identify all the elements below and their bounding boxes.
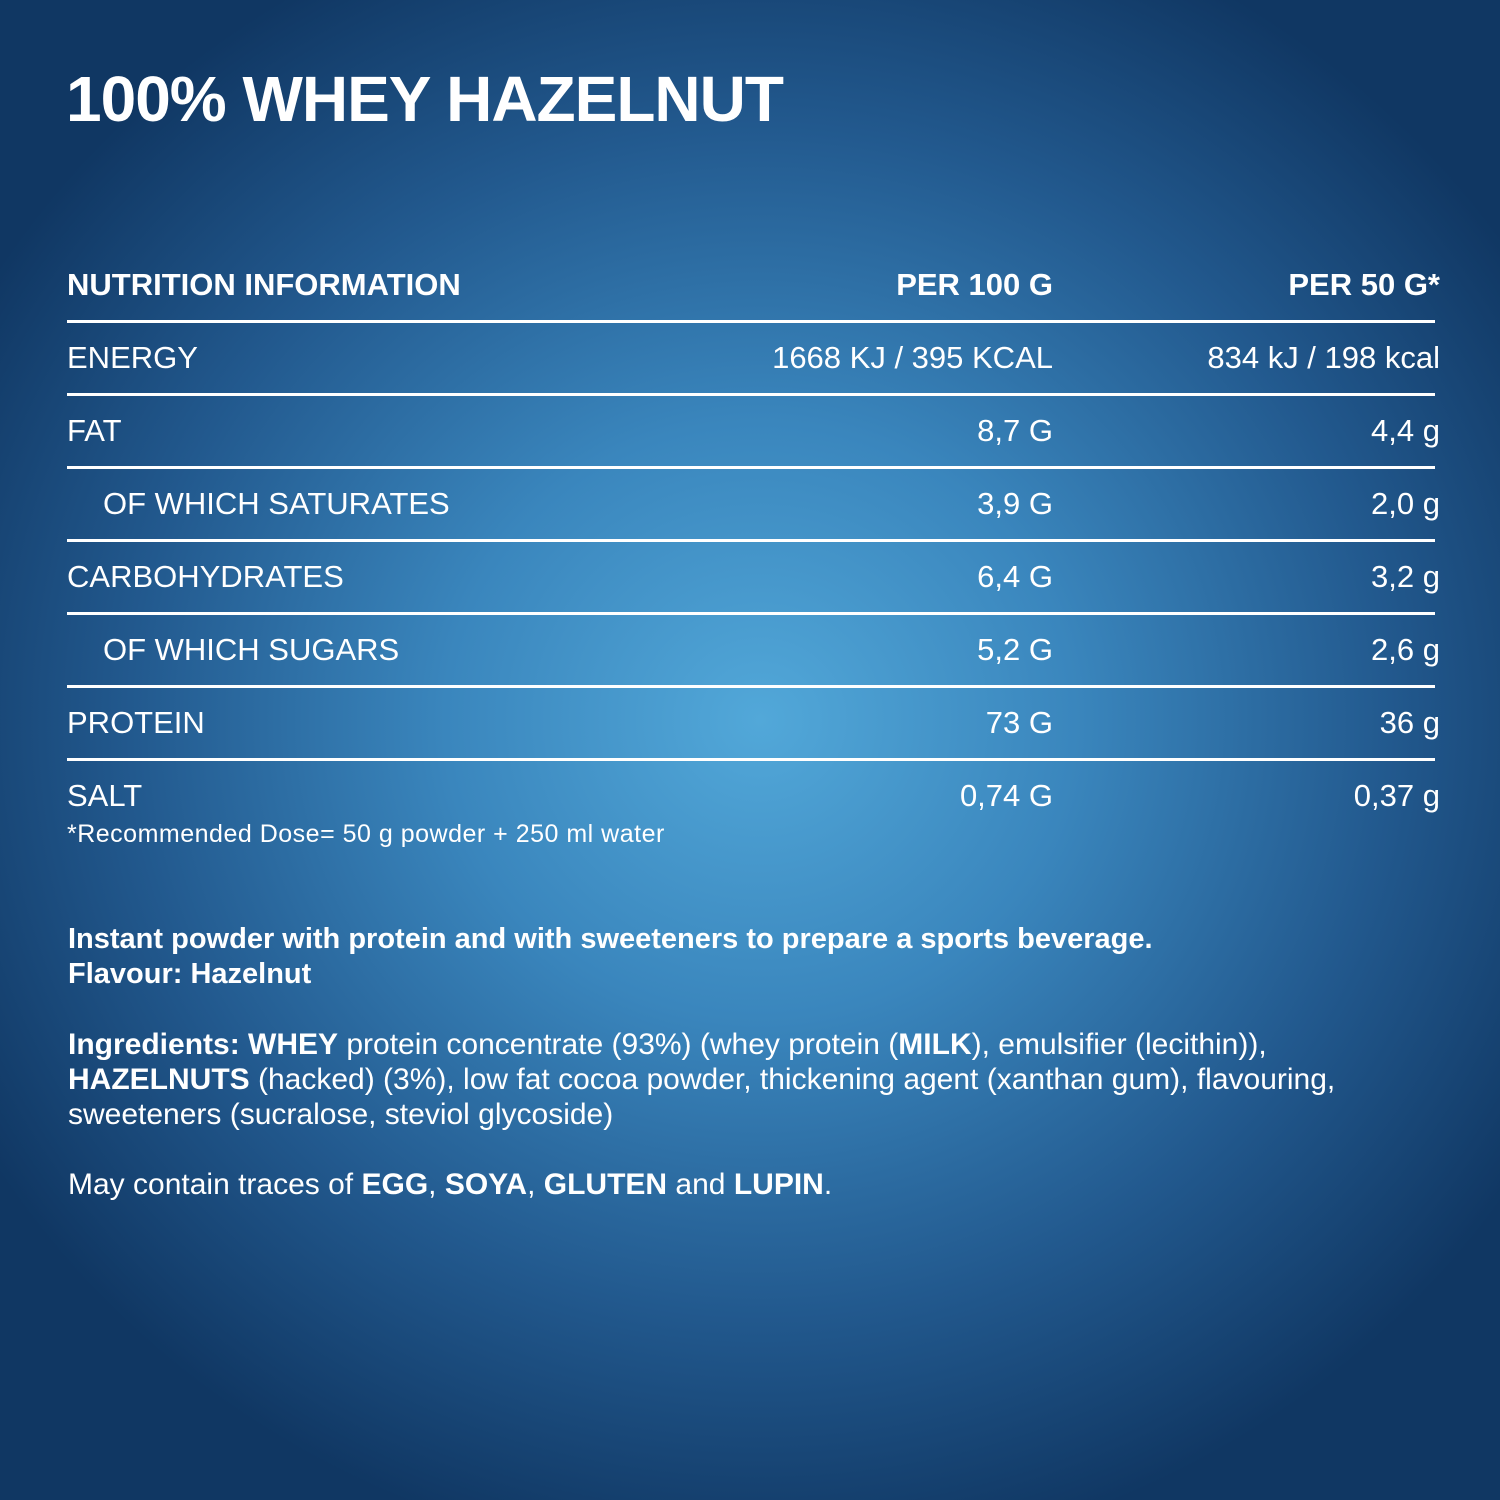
product-description: Instant powder with protein and with swe… [68, 922, 1448, 992]
nutrition-table: NUTRITION INFORMATION PER 100 G PER 50 G… [67, 250, 1440, 831]
product-title: 100% WHEY HAZELNUT [66, 63, 784, 135]
text-segment: , [428, 1168, 445, 1201]
nutrient-label: OF WHICH SATURATES [103, 486, 450, 521]
text-segment: . [823, 1168, 833, 1201]
value-per-100g: 6,4 G [977, 559, 1053, 594]
flavour-line: Flavour: Hazelnut [68, 958, 312, 990]
table-row: ENERGY 1668 KJ / 395 KCAL 834 kJ / 198 kca… [67, 323, 1440, 393]
row-divider [67, 758, 1435, 761]
value-per-50g: 0,37 g [1353, 778, 1440, 813]
text-segment: May contain traces of [68, 1168, 362, 1201]
value-per-50g: 4,4 g [1371, 413, 1440, 448]
bold-text-segment: LUPIN [733, 1168, 824, 1201]
allergen-traces-text: May contain traces of EGG, SOYA, GLUTEN … [68, 1167, 832, 1202]
header-per-100g: PER 100 G [896, 267, 1053, 302]
row-divider [67, 466, 1435, 469]
description-line: Instant powder with protein and with swe… [68, 923, 1153, 955]
bold-text-segment: MILK [898, 1028, 972, 1061]
ingredients-text: Ingredients: WHEY protein concentrate (9… [68, 1027, 1448, 1132]
bold-text-segment: Ingredients: WHEY [68, 1028, 339, 1061]
table-row: PROTEIN 73 G 36 g [67, 688, 1440, 758]
nutrient-label: PROTEIN [67, 705, 205, 740]
footnote: *Recommended Dose= 50 g powder + 250 ml … [67, 820, 665, 848]
bold-text-segment: SOYA [444, 1168, 528, 1201]
nutrient-label: ENERGY [67, 340, 198, 375]
value-per-100g: 3,9 G [977, 486, 1053, 521]
value-per-50g: 834 kJ / 198 kcal [1207, 340, 1440, 375]
value-per-50g: 2,0 g [1371, 486, 1440, 521]
value-per-100g: 8,7 G [977, 413, 1053, 448]
row-divider [67, 539, 1435, 542]
header-nutrition-information: NUTRITION INFORMATION [67, 267, 461, 302]
nutrient-label: OF WHICH SUGARS [103, 632, 400, 667]
nutrient-label: FAT [67, 413, 122, 448]
row-divider [67, 320, 1435, 323]
table-row: OF WHICH SUGARS 5,2 G 2,6 g [67, 615, 1440, 685]
table-row: CARBOHYDRATES 6,4 G 3,2 g [67, 542, 1440, 612]
bold-text-segment: EGG [361, 1168, 429, 1201]
text-segment: protein concentrate (93%) (whey protein … [338, 1028, 899, 1061]
header-per-50g: PER 50 G* [1288, 267, 1440, 302]
text-segment: ), emulsifier (lecithin)), [971, 1028, 1267, 1061]
nutrient-label: SALT [67, 778, 143, 813]
nutrient-label: CARBOHYDRATES [67, 559, 344, 594]
bold-text-segment: HAZELNUTS [68, 1063, 250, 1096]
value-per-100g: 5,2 G [977, 632, 1053, 667]
table-row: OF WHICH SATURATES 3,9 G 2,0 g [67, 469, 1440, 539]
value-per-100g: 1668 KJ / 395 KCAL [772, 340, 1053, 375]
table-row: FAT 8,7 G 4,4 g [67, 396, 1440, 466]
row-divider [67, 393, 1435, 396]
bold-text-segment: GLUTEN [543, 1168, 668, 1201]
value-per-50g: 2,6 g [1371, 632, 1440, 667]
value-per-50g: 36 g [1379, 705, 1440, 740]
text-segment: , [527, 1168, 544, 1201]
value-per-50g: 3,2 g [1371, 559, 1440, 594]
row-divider [67, 612, 1435, 615]
text-segment: and [667, 1168, 734, 1201]
row-divider [67, 685, 1435, 688]
value-per-100g: 73 G [985, 705, 1053, 740]
table-row: SALT 0,74 G 0,37 g [67, 761, 1440, 831]
text-segment: (hacked) (3%), low fat cocoa powder, thi… [68, 1063, 1336, 1131]
value-per-100g: 0,74 G [959, 778, 1053, 813]
table-header: NUTRITION INFORMATION PER 100 G PER 50 G… [67, 250, 1440, 320]
